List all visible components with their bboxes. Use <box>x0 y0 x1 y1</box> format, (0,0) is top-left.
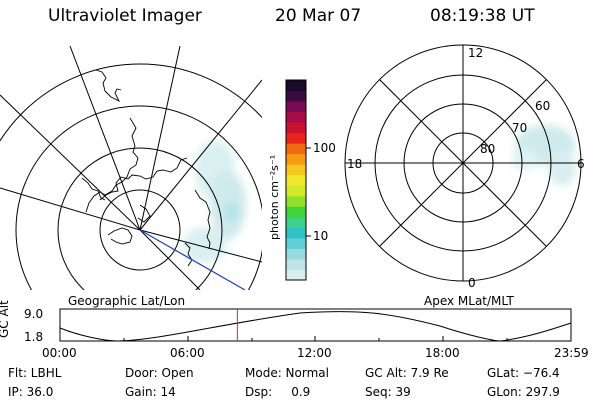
colorbar-tick-label: 100 <box>313 141 336 155</box>
mlat-label: 60 <box>535 99 551 113</box>
mlat-label: 70 <box>512 121 528 135</box>
colorbar-tick-label: 10 <box>313 229 329 243</box>
status-gain: Gain: 14 <box>125 385 176 399</box>
meridian-line <box>139 79 262 231</box>
mlt-label-18: 18 <box>347 157 363 171</box>
status-dsp: Dsp: 0.9 <box>245 385 311 399</box>
colorbar-swatch <box>286 122 306 134</box>
colorbar-swatch <box>286 227 306 239</box>
colorbar-swatch <box>286 216 306 228</box>
altitude-xtick: 23:59 <box>554 346 589 360</box>
mlt-dial <box>344 44 582 282</box>
altitude-panel <box>59 308 572 342</box>
meridian-line <box>0 94 141 231</box>
time-label: 08:19:38 UT <box>430 6 535 26</box>
meridian-line <box>139 229 262 263</box>
date-label: 20 Mar 07 <box>275 6 362 26</box>
status-mode: Mode: Normal <box>245 366 329 380</box>
latitude-circle <box>57 147 223 290</box>
mlat-label: 80 <box>480 142 496 156</box>
colorbar-swatch <box>286 185 306 197</box>
meridian-line <box>0 187 141 231</box>
altitude-ytick: 1.8 <box>24 330 44 344</box>
colorbar-swatch <box>286 111 306 123</box>
altitude-xtick: 12:00 <box>297 346 332 360</box>
colorbar-swatch <box>286 80 306 92</box>
instrument-title: Ultraviolet Imager <box>48 6 202 26</box>
colorbar-swatch <box>286 258 306 270</box>
colorbar-swatch <box>286 195 306 207</box>
meridian-line <box>69 46 141 231</box>
mlt-label-0: 0 <box>468 276 476 290</box>
mlt-meridian <box>379 79 547 247</box>
altitude-xtick: 18:00 <box>425 346 460 360</box>
right-map-caption: Apex MLat/MLT <box>424 294 514 308</box>
geographic-map <box>0 46 262 290</box>
colorbar-frame <box>285 79 307 281</box>
left-map-caption: Geographic Lat/Lon <box>68 294 186 308</box>
colorbar-swatch <box>286 153 306 165</box>
status-glon: GLon: 297.9 <box>487 385 560 399</box>
colorbar-unit-label: photon cm⁻²s⁻¹ <box>268 154 281 240</box>
status-gc-alt: GC Alt: 7.9 Re <box>365 366 449 380</box>
colorbar-swatch <box>286 90 306 102</box>
latitude-circle <box>99 189 181 271</box>
colorbar-swatch <box>286 206 306 218</box>
status-ip: IP: 36.0 <box>8 385 54 399</box>
colorbar-swatch <box>286 101 306 113</box>
colorbar-swatch <box>286 248 306 260</box>
colorbar-swatch <box>286 132 306 144</box>
altitude-xtick: 06:00 <box>170 346 205 360</box>
color-bar <box>285 79 307 281</box>
mlt-label-6: 6 <box>577 157 585 171</box>
colorbar-swatch <box>286 269 306 281</box>
latitude-circle <box>15 105 262 290</box>
altitude-curve <box>59 311 572 342</box>
meridian-line <box>139 46 181 231</box>
altitude-ylabel: GC Alt <box>0 300 11 338</box>
status-flt: Flt: LBHL <box>8 366 62 380</box>
colorbar-swatch <box>286 174 306 186</box>
colorbar-swatch <box>286 143 306 155</box>
auroral-emission <box>183 140 246 263</box>
status-seq: Seq: 39 <box>365 385 411 399</box>
status-glat: GLat: −76.4 <box>487 366 560 380</box>
auroral-emission <box>511 125 576 186</box>
colorbar-swatch <box>286 237 306 249</box>
latitude-circle <box>0 63 262 142</box>
altitude-xtick: 00:00 <box>42 346 77 360</box>
status-door: Door: Open <box>125 366 194 380</box>
altitude-ytick: 9.0 <box>24 307 44 321</box>
meridian-line <box>139 229 201 290</box>
colorbar-swatch <box>286 164 306 176</box>
orbit-track <box>139 229 246 290</box>
coastline <box>81 69 211 267</box>
mlt-label-12: 12 <box>468 46 484 60</box>
